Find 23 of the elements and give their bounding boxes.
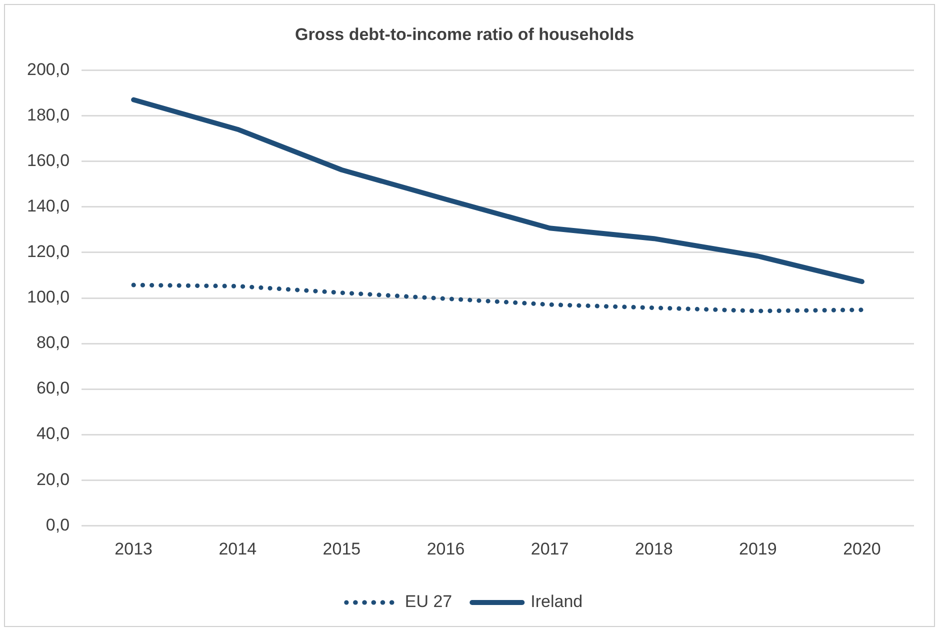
y-tick-label: 180,0 (26, 106, 70, 125)
x-tick-label: 2013 (114, 539, 152, 558)
y-tick-label: 160,0 (26, 151, 70, 170)
y-tick-label: 40,0 (36, 424, 70, 444)
y-tick-label: 0,0 (46, 515, 70, 534)
x-tick-label: 2015 (322, 539, 361, 558)
y-tick-label: 20,0 (36, 470, 70, 489)
y-tick-label: 100,0 (26, 288, 70, 307)
legend-label: Ireland (530, 592, 583, 612)
chart-title: Gross debt-to-income ratio of households (294, 24, 634, 44)
x-tick-label: 2016 (426, 539, 465, 558)
x-tick-label: 2018 (634, 539, 673, 558)
x-tick-label: 2014 (218, 539, 257, 558)
y-tick-label: 200,0 (26, 60, 70, 80)
y-tick-label: 60,0 (36, 378, 70, 398)
x-tick-label: 2020 (843, 539, 881, 558)
y-tick-label: 80,0 (36, 333, 70, 352)
y-tick-label: 120,0 (26, 242, 70, 262)
y-tick-label: 140,0 (26, 196, 70, 216)
legend-label: EU 27 (404, 592, 452, 612)
x-tick-label: 2017 (530, 539, 569, 558)
line-series (131, 282, 864, 314)
x-tick-label: 2019 (739, 539, 777, 558)
